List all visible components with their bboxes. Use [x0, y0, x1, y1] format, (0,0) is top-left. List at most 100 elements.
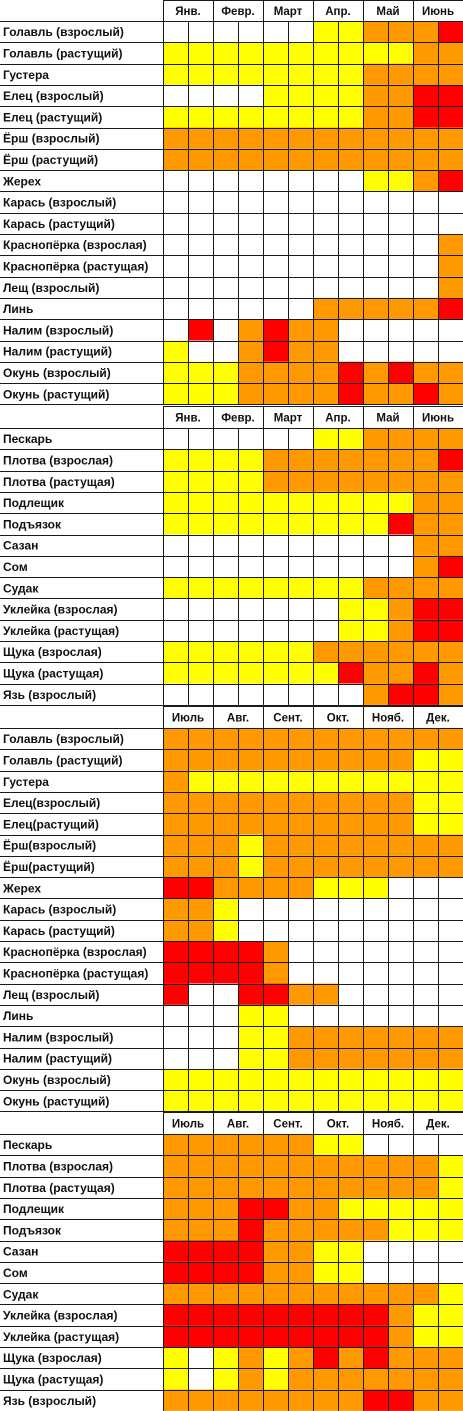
heatmap-cell: [188, 1368, 213, 1390]
heatmap-cell: [188, 1090, 213, 1112]
row-label: Пескарь: [3, 432, 52, 446]
heatmap-cell: [288, 555, 313, 578]
heatmap-cell: [313, 555, 338, 578]
month-label: Дек.: [426, 713, 450, 725]
grid-lines: [0, 406, 463, 706]
heatmap-cell: [188, 127, 213, 149]
heatmap-cell: [388, 813, 413, 835]
heatmap-cell: [163, 170, 188, 192]
heatmap-cell: [413, 255, 438, 277]
heatmap-cell: [438, 962, 463, 984]
heatmap-cell: [213, 813, 238, 835]
heatmap-cell: [363, 919, 388, 941]
heatmap-cell: [413, 212, 438, 234]
heatmap-cell: [388, 449, 413, 471]
heatmap-cell: [313, 1197, 338, 1220]
heatmap-cell: [263, 234, 288, 256]
heatmap-cell: [213, 1240, 238, 1262]
heatmap-cell: [188, 619, 213, 641]
heatmap-cell: [438, 555, 463, 578]
heatmap-cell: [413, 1155, 438, 1177]
heatmap-cell: [338, 941, 363, 963]
heatmap-cell: [288, 1134, 313, 1156]
heatmap-cell: [288, 127, 313, 149]
heatmap-cell: [438, 1197, 463, 1220]
row-label: Лещ (взрослый): [3, 281, 99, 295]
heatmap-cell: [238, 813, 263, 835]
heatmap-cell: [213, 983, 238, 1005]
heatmap-cell: [213, 428, 238, 450]
heatmap-cell: [238, 555, 263, 578]
heatmap-cell: [313, 21, 338, 43]
heatmap-cell: [188, 770, 213, 792]
row-label: Язь (взрослый): [3, 1394, 96, 1408]
heatmap-cell: [363, 148, 388, 171]
month-label: Сент.: [273, 1119, 302, 1131]
heatmap-cell: [288, 598, 313, 620]
heatmap-cell: [363, 340, 388, 362]
heatmap-cell: [163, 255, 188, 277]
heatmap-cell: [388, 1347, 413, 1369]
heatmap-cell: [163, 855, 188, 878]
heatmap-cell: [263, 42, 288, 64]
heatmap-cell: [313, 106, 338, 128]
heatmap-cell: [163, 297, 188, 320]
month-label: Май: [376, 413, 399, 425]
heatmap-cell: [313, 148, 338, 171]
heatmap-cell: [388, 42, 413, 64]
heatmap-cell: [163, 598, 188, 620]
heatmap-cell: [413, 598, 438, 620]
heatmap-cell: [413, 641, 438, 663]
heatmap-cell: [263, 1240, 288, 1262]
heatmap-cell: [313, 577, 338, 599]
heatmap-cell: [413, 1176, 438, 1198]
heatmap-cell: [438, 42, 463, 64]
heatmap-cell: [213, 683, 238, 705]
heatmap-cell: [338, 1004, 363, 1027]
heatmap-cell: [263, 276, 288, 298]
heatmap-cell: [413, 1325, 438, 1347]
row-label: Окунь (взрослый): [3, 366, 111, 380]
heatmap-cell: [288, 1197, 313, 1220]
heatmap-cell: [238, 1347, 263, 1369]
heatmap-cell: [413, 297, 438, 320]
heatmap-cell: [163, 428, 188, 450]
heatmap-cell: [363, 683, 388, 705]
heatmap-cell: [263, 428, 288, 450]
heatmap-cell: [238, 148, 263, 171]
heatmap-cell: [313, 598, 338, 620]
heatmap-cell: [413, 42, 438, 64]
heatmap-cell: [438, 898, 463, 920]
heatmap-cell: [313, 1155, 338, 1177]
heatmap-cell: [338, 1047, 363, 1069]
heatmap-cell: [238, 1368, 263, 1390]
heatmap-cell: [263, 813, 288, 835]
heatmap-cell: [163, 449, 188, 471]
heatmap-cell: [163, 728, 188, 750]
heatmap-cell: [213, 1176, 238, 1198]
row-label: Краснопёрка (взрослая): [3, 238, 147, 252]
heatmap-cell: [163, 834, 188, 856]
heatmap-cell: [313, 491, 338, 514]
heatmap-cell: [313, 1261, 338, 1284]
heatmap-cell: [213, 1090, 238, 1112]
heatmap-cell: [288, 1026, 313, 1048]
heatmap-cell: [213, 1026, 238, 1048]
heatmap-cell: [363, 170, 388, 192]
heatmap-cell: [388, 1090, 413, 1112]
heatmap-cell: [213, 534, 238, 556]
heatmap-cell: [313, 941, 338, 963]
row-label: Жерех: [2, 174, 41, 188]
heatmap-cell: [163, 513, 188, 535]
heatmap-cell: [388, 855, 413, 878]
heatmap-cell: [313, 983, 338, 1005]
heatmap-cell: [388, 319, 413, 341]
heatmap-cell: [238, 1283, 263, 1305]
heatmap-cell: [238, 361, 263, 384]
heatmap-cell: [188, 255, 213, 277]
heatmap-cell: [238, 1389, 263, 1411]
heatmap-cell: [238, 84, 263, 107]
heatmap-cell: [188, 1389, 213, 1411]
heatmap-cell: [288, 148, 313, 171]
heatmap-cell: [213, 212, 238, 234]
